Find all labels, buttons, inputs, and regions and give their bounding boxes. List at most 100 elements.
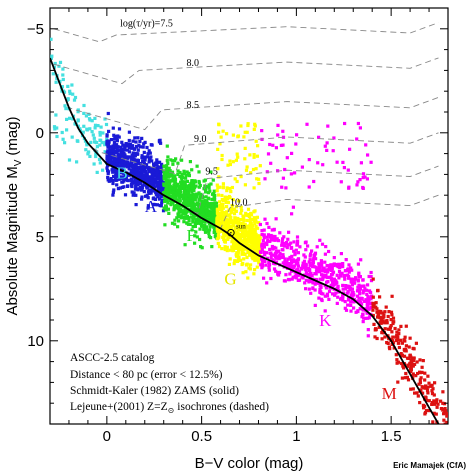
star-point-K: [308, 275, 312, 279]
star-point-A: [155, 170, 160, 174]
star-point-A: [156, 185, 161, 189]
star-point-A: [134, 168, 138, 172]
star-point-K: [366, 334, 370, 338]
isochrone-label: 8.5: [186, 100, 199, 111]
star-point-F: [184, 196, 188, 200]
star-point-F: [211, 205, 215, 209]
star-point-A: [140, 156, 144, 160]
star-point-M: [406, 378, 411, 382]
star-point-M: [390, 294, 394, 298]
y-axis-label-sub: V: [13, 159, 24, 166]
star-point-B: [76, 108, 80, 112]
star-point-G: [218, 203, 222, 208]
star-point-B: [68, 91, 72, 96]
star-point-B: [98, 143, 102, 147]
star-point-G: [240, 252, 244, 256]
star-point-K: [369, 305, 373, 310]
star-point-K: [281, 129, 285, 133]
star-point-F: [210, 192, 215, 196]
star-point-B: [76, 110, 80, 114]
star-point-A: [123, 193, 128, 197]
star-point-M: [394, 353, 398, 357]
star-point-K: [339, 180, 343, 184]
star-point-G: [217, 245, 222, 249]
star-point-F: [176, 212, 180, 216]
star-point-K: [345, 291, 349, 295]
star-point-M: [425, 388, 430, 393]
star-point-K: [307, 287, 311, 291]
star-point-K: [365, 292, 369, 296]
star-point-F: [212, 218, 217, 222]
star-point-A: [106, 111, 110, 116]
star-point-K: [289, 246, 293, 250]
star-point-M: [436, 402, 440, 406]
star-point-B: [73, 95, 78, 100]
star-point-B: [78, 127, 82, 131]
star-point-F: [188, 222, 192, 226]
star-point-M: [393, 326, 397, 331]
star-point-M: [403, 347, 408, 351]
star-point-K: [294, 142, 298, 146]
star-point-M: [440, 432, 443, 435]
star-point-A: [107, 158, 111, 162]
star-point-A: [156, 180, 160, 184]
star-point-A: [130, 190, 134, 194]
star-point-G: [219, 206, 223, 210]
star-point-K: [315, 278, 319, 282]
star-point-G: [223, 246, 227, 250]
star-point-F: [174, 196, 178, 200]
y-tick-label: 0: [36, 125, 44, 142]
star-point-F: [209, 170, 213, 174]
star-point-G: [216, 193, 221, 197]
x-tick-label: 1: [292, 428, 300, 445]
star-point-B: [66, 97, 70, 101]
star-point-K: [355, 294, 360, 298]
star-point-A: [122, 158, 126, 162]
star-point-K: [285, 156, 289, 160]
star-point-G: [220, 202, 224, 206]
star-point-A: [124, 175, 128, 179]
star-point-A: [105, 155, 110, 159]
star-point-K: [350, 287, 354, 291]
star-point-A: [140, 195, 144, 199]
star-point-M: [445, 411, 448, 416]
star-point-G: [241, 271, 245, 275]
star-point-A: [160, 165, 164, 169]
star-point-G: [235, 179, 239, 184]
star-point-K: [358, 126, 362, 130]
star-point-G: [231, 198, 235, 202]
star-point-A: [149, 155, 153, 159]
star-point-B: [65, 117, 69, 121]
star-point-K: [330, 264, 334, 268]
star-point-G: [257, 234, 262, 238]
star-point-K: [282, 244, 286, 248]
star-point-M: [376, 315, 380, 319]
star-point-K: [265, 256, 270, 260]
star-point-G: [216, 229, 220, 233]
star-point-B: [85, 142, 89, 146]
star-point-A: [150, 143, 154, 147]
star-point-A: [143, 178, 147, 182]
star-point-K: [278, 252, 282, 256]
star-point-A: [115, 139, 119, 143]
star-point-G: [248, 153, 252, 157]
star-point-K: [341, 265, 345, 269]
star-point-K: [328, 263, 333, 267]
star-point-F: [166, 189, 170, 193]
star-point-K: [359, 161, 363, 165]
star-point-K: [334, 291, 338, 295]
star-point-A: [158, 203, 162, 208]
star-point-F: [182, 169, 186, 173]
star-point-G: [238, 218, 242, 222]
star-point-F: [185, 179, 190, 183]
star-point-G: [244, 270, 248, 274]
star-point-F: [178, 170, 182, 175]
star-point-M: [444, 425, 447, 428]
star-point-K: [292, 264, 297, 268]
star-point-G: [253, 122, 257, 126]
star-point-K: [293, 251, 297, 256]
star-point-B: [87, 150, 91, 154]
star-point-M: [439, 399, 443, 403]
star-point-K: [267, 225, 271, 229]
star-point-G: [224, 210, 229, 214]
